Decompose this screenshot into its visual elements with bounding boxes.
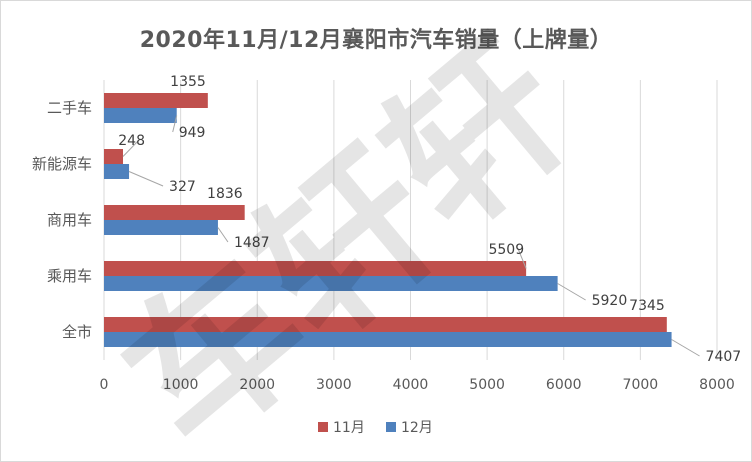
legend-label: 12月 xyxy=(401,420,433,436)
bar-12月 xyxy=(104,332,672,347)
data-label: 5509 xyxy=(488,242,524,258)
data-label: 327 xyxy=(169,179,196,195)
legend-swatch xyxy=(386,422,396,432)
data-label: 1487 xyxy=(234,235,270,251)
bar-12月 xyxy=(104,164,130,179)
leader-line xyxy=(517,248,527,269)
bar-11月 xyxy=(104,205,245,220)
bar-11月 xyxy=(104,317,667,332)
bar-11月 xyxy=(104,93,208,108)
gridlines xyxy=(103,80,718,360)
bar-12月 xyxy=(104,276,558,291)
bar-11月 xyxy=(104,261,527,276)
data-label: 1836 xyxy=(207,186,243,202)
bar-12月 xyxy=(104,108,177,123)
legend: 11月 12月 xyxy=(318,420,433,436)
bar-12月 xyxy=(104,220,218,235)
leader-line xyxy=(122,139,140,157)
leader-line xyxy=(128,171,164,187)
x-tick-label: 1000 xyxy=(163,377,199,393)
leader-line xyxy=(172,115,178,133)
x-tick-label: 6000 xyxy=(546,377,582,393)
category-label: 商用车 xyxy=(47,211,92,229)
category-label: 二手车 xyxy=(47,99,92,117)
data-label: 5920 xyxy=(592,293,628,309)
data-label: 7345 xyxy=(629,298,665,314)
data-label: 7407 xyxy=(706,349,742,365)
leader-line xyxy=(217,227,229,243)
bars xyxy=(104,93,672,347)
x-tick-label: 2000 xyxy=(239,377,275,393)
data-label: 1355 xyxy=(170,74,206,90)
x-tick-label: 0 xyxy=(100,377,109,393)
data-label: 949 xyxy=(179,125,206,141)
chart-title: 2020年11月/12月襄阳市汽车销量（上牌量） xyxy=(139,28,613,53)
bar-11月 xyxy=(104,149,124,164)
data-labels: 1355 949 248 327 1836 1487 5509 5920 7345 7407 xyxy=(118,74,741,365)
legend-label: 11月 xyxy=(333,420,365,436)
category-label: 乘用车 xyxy=(47,267,92,285)
category-label: 全市 xyxy=(62,323,92,341)
x-tick-label: 8000 xyxy=(699,377,735,393)
leader-line xyxy=(671,339,700,357)
leader-line xyxy=(557,283,586,301)
x-tick-label: 3000 xyxy=(316,377,352,393)
legend-swatch xyxy=(318,422,328,432)
data-label: 248 xyxy=(118,133,145,149)
x-tick-label: 5000 xyxy=(469,377,505,393)
category-label: 新能源车 xyxy=(32,155,92,173)
x-tick-label: 4000 xyxy=(393,377,429,393)
x-tick-labels: 0 1000 2000 3000 4000 5000 6000 7000 8000 xyxy=(100,377,735,393)
x-tick-label: 7000 xyxy=(623,377,659,393)
